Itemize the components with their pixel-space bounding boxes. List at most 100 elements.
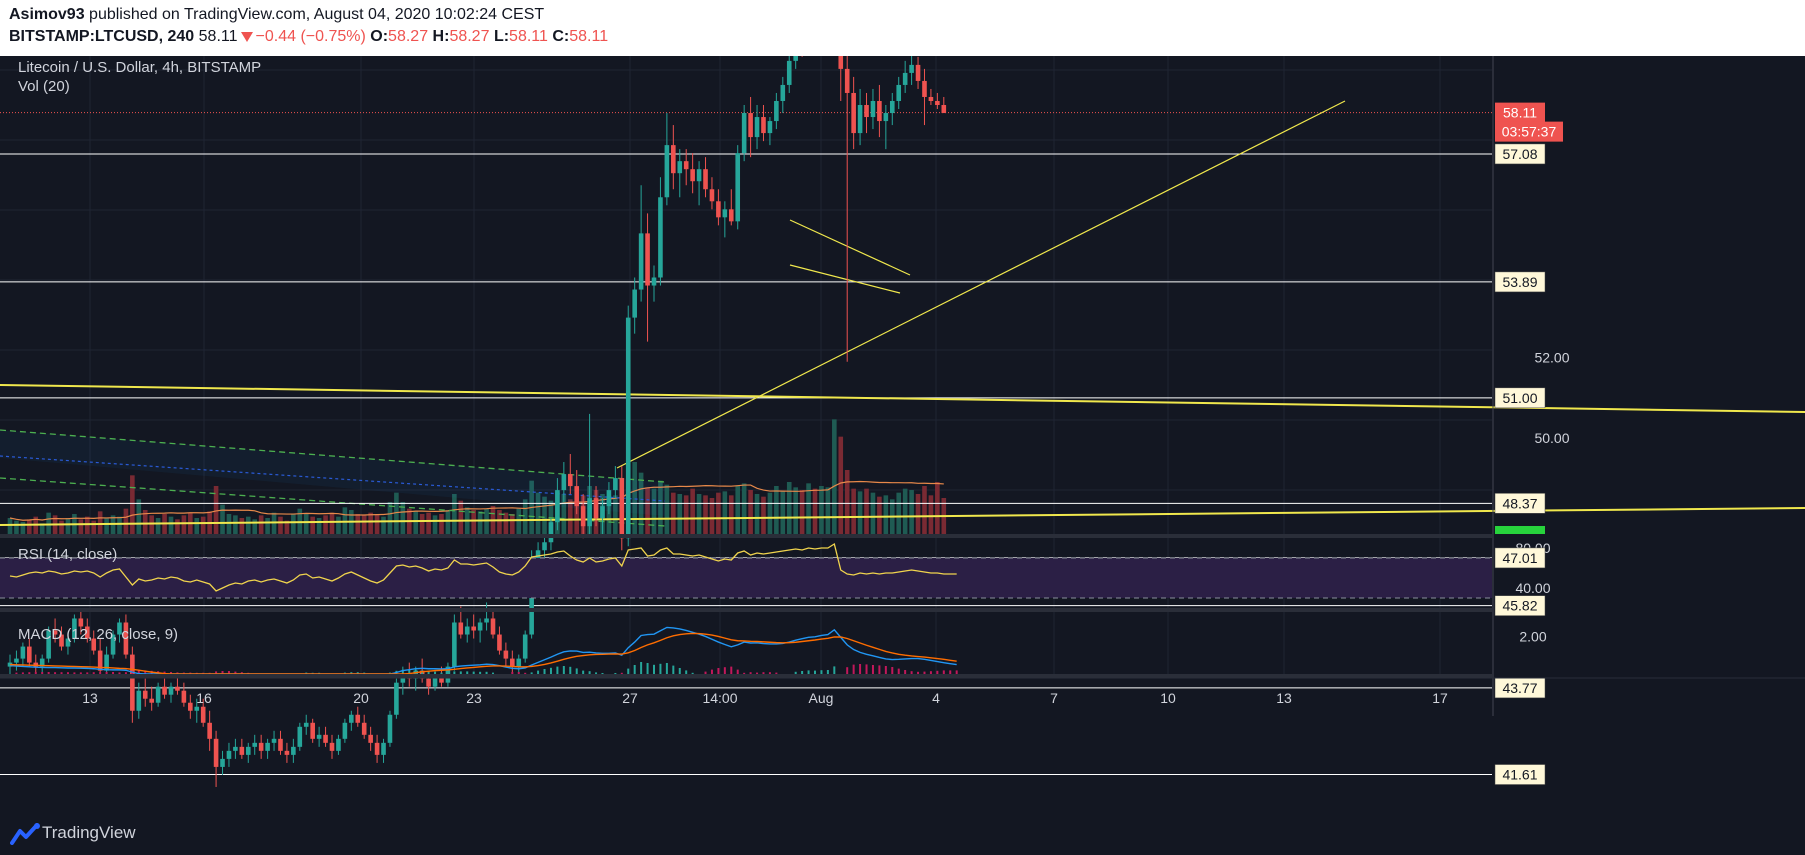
candle-body	[638, 233, 644, 290]
candle-body	[336, 738, 341, 751]
volume-bar	[65, 518, 71, 534]
macd-histogram-bar	[749, 672, 752, 674]
macd-histogram-bar	[801, 671, 804, 674]
candle-body	[278, 738, 283, 751]
volume-bar	[613, 495, 618, 534]
candle-body	[245, 746, 251, 755]
candle-body	[104, 654, 109, 671]
change-value: −0.44 (−0.75%)	[255, 28, 366, 45]
volume-bar	[703, 495, 708, 534]
time-tick-label: 13	[1276, 690, 1292, 706]
macd-tick-label: 2.00	[1519, 628, 1546, 644]
candle-body	[265, 742, 270, 751]
channel-line	[0, 429, 666, 483]
macd-histogram-bar	[672, 665, 675, 674]
candle-body	[600, 506, 605, 519]
candle-body	[464, 626, 470, 635]
channel-fill	[0, 430, 665, 516]
volume-bar	[400, 502, 406, 534]
candle-body	[194, 706, 200, 711]
volume-bar	[677, 494, 683, 534]
candle-body	[239, 746, 245, 755]
time-tick-label: 4	[932, 690, 940, 706]
volume-bar	[213, 486, 219, 534]
volume-bar	[310, 516, 315, 534]
volume-bar	[194, 518, 200, 534]
volume-bar	[381, 516, 386, 534]
macd-histogram-bar	[41, 672, 44, 674]
candle-body	[716, 201, 721, 218]
candle-body	[935, 100, 940, 106]
publisher-name[interactable]: Asimov93	[9, 6, 85, 23]
low-label: L:	[493, 28, 510, 45]
candle-body	[516, 658, 522, 667]
tradingview-logo-icon[interactable]	[10, 823, 40, 845]
volume-bar	[181, 515, 187, 534]
tradingview-brand[interactable]: TradingView	[42, 823, 136, 842]
candle-body	[741, 113, 747, 154]
candle-body	[97, 650, 103, 671]
level-label-box	[1494, 493, 1546, 514]
macd-histogram-bar	[112, 672, 115, 674]
volume-axis-marker	[1495, 526, 1545, 534]
volume-bar	[387, 502, 393, 534]
macd-histogram-bar	[627, 668, 630, 674]
macd-histogram-bar	[105, 671, 108, 674]
macd-histogram-bar	[240, 672, 243, 674]
macd-histogram-bar	[807, 670, 810, 674]
candle-body	[838, 56, 844, 69]
level-label: 57.08	[1502, 146, 1537, 162]
macd-histogram-bar	[846, 667, 849, 674]
time-tick-label: 13	[82, 690, 98, 706]
candle-body	[316, 734, 322, 739]
candle-body	[303, 722, 309, 727]
candle-body	[59, 634, 64, 647]
volume-bar	[458, 500, 464, 534]
candle-body	[374, 742, 380, 755]
time-tick-label: 16	[196, 690, 212, 706]
macd-histogram-bar	[640, 662, 643, 674]
channel-line	[0, 477, 666, 527]
volume-bar	[104, 518, 109, 534]
volume-bar	[252, 519, 258, 534]
candle-body	[632, 289, 637, 318]
candle-body	[613, 478, 618, 491]
volume-bar	[342, 507, 348, 534]
volume-bar	[786, 482, 792, 534]
level-label-box	[1494, 387, 1546, 409]
volume-bar	[606, 496, 612, 534]
level-label: 47.01	[1502, 550, 1537, 566]
macd-histogram-bar	[15, 672, 18, 674]
symbol-line: BITSTAMP:LTCUSD, 240 58.11 −0.44 (−0.75%)…	[9, 28, 608, 46]
candle-body	[567, 474, 573, 487]
candle-body	[400, 674, 406, 683]
volume-bar	[336, 516, 341, 534]
open-label: O:	[370, 28, 389, 45]
candle-body	[774, 100, 779, 122]
volume-bar	[233, 515, 238, 534]
volume-bar	[812, 488, 818, 534]
candle-body	[690, 169, 695, 182]
macd-histogram-bar	[530, 672, 533, 674]
low-value: 58.11	[509, 28, 548, 45]
macd-histogram-bar	[137, 670, 140, 674]
macd-histogram-bar	[633, 665, 636, 674]
volume-bar	[799, 490, 805, 534]
countdown-label: 03:57:37	[1502, 124, 1557, 140]
candle-body	[477, 622, 483, 631]
candle-body	[46, 630, 51, 659]
volume-bar	[748, 490, 753, 534]
rsi-tick-label: 40.00	[1515, 580, 1550, 596]
macd-histogram-bar	[878, 665, 881, 674]
axes: 64.0060.0052.0050.0066.2361.7457.0853.89…	[0, 56, 1805, 785]
macd-histogram-bar	[556, 666, 559, 674]
macd-histogram-bar	[904, 670, 907, 674]
chart-title: Litecoin / U.S. Dollar, 4h, BITSTAMP	[18, 59, 261, 76]
macd-histogram-bar	[562, 666, 565, 674]
chart-area[interactable]: 80.0040.00 2.00 64.0060.0052.0050.0066.2…	[0, 56, 1805, 811]
candle-body	[323, 734, 328, 743]
candle-body	[728, 209, 734, 222]
candle-body	[645, 233, 650, 286]
volume-bar	[291, 514, 296, 534]
candle-body	[651, 277, 657, 286]
